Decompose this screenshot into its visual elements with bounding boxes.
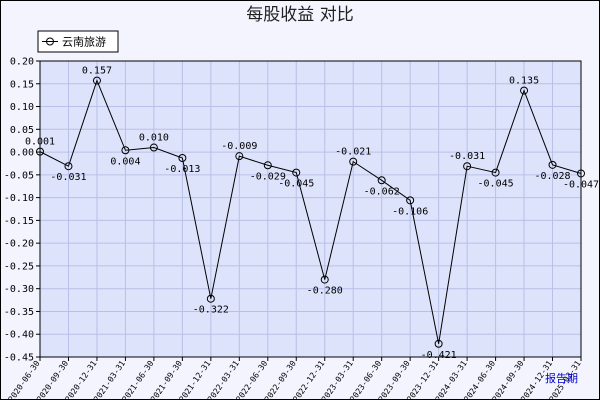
- data-point: [92, 76, 101, 85]
- data-label: -0.031: [50, 172, 86, 183]
- y-tick-label: -0.45: [4, 353, 34, 364]
- plot-border: [39, 60, 582, 358]
- data-label: -0.028: [534, 171, 570, 182]
- y-tick-label: -0.15: [4, 216, 34, 227]
- data-point: [377, 176, 386, 185]
- data-label: -0.106: [392, 206, 428, 217]
- y-tick-label: 0.20: [10, 57, 34, 68]
- y-tick-label: -0.05: [4, 170, 34, 181]
- data-label: -0.013: [164, 164, 200, 175]
- data-point: [121, 146, 130, 155]
- data-point: [548, 160, 557, 169]
- y-tick-label: 0.05: [10, 125, 34, 136]
- y-tick-label: -0.35: [4, 307, 34, 318]
- y-tick-label: -0.25: [4, 261, 34, 272]
- data-point: [349, 157, 358, 166]
- y-axis: 0.20 0.15 0.10 0.05 0.00 -0.05 -0.10 -0.15 -0.20…: [4, 57, 582, 364]
- data-point: [178, 153, 187, 162]
- data-point: [263, 161, 272, 170]
- data-point: [235, 152, 244, 161]
- data-label: -0.021: [335, 147, 371, 158]
- data-label: -0.280: [307, 286, 343, 297]
- data-point: [36, 147, 44, 156]
- y-tick-label: 0.00: [10, 148, 34, 159]
- data-label: 0.004: [110, 156, 140, 167]
- y-tick-label: -0.30: [4, 284, 34, 295]
- y-tick-label: 0.15: [10, 79, 34, 90]
- chart-title: 每股收益 对比: [246, 5, 353, 25]
- data-label: -0.031: [449, 151, 485, 162]
- data-label: 0.001: [25, 137, 55, 148]
- data-label: 0.157: [82, 66, 112, 77]
- data-point: [406, 196, 415, 205]
- legend-box: [37, 30, 119, 53]
- y-tick-label: 0.10: [10, 102, 34, 113]
- y-tick-label: -0.40: [4, 330, 34, 341]
- y-tick-label: -0.10: [4, 193, 34, 204]
- data-point: [292, 168, 301, 177]
- data-label: -0.029: [250, 171, 286, 182]
- x-tick-label: 2020-06-30: [7, 359, 42, 400]
- data-point: [463, 162, 472, 171]
- legend: 云南旅游: [37, 30, 119, 53]
- data-label: 0.135: [509, 76, 539, 87]
- data-label: -0.421: [421, 350, 457, 361]
- data-point: [320, 275, 329, 284]
- data-point: [491, 168, 500, 177]
- x-axis: 2020-06-302020-09-302020-12-312021-03-31…: [7, 357, 583, 400]
- plot-area: [40, 61, 581, 357]
- legend-label: 云南旅游: [62, 35, 106, 49]
- legend-circle-marker: [46, 37, 54, 46]
- data-label: -0.047: [563, 179, 599, 190]
- data-point: [206, 294, 215, 303]
- data-label: -0.045: [478, 179, 514, 190]
- series-line: [39, 79, 582, 344]
- data-point: [434, 339, 443, 348]
- y-tick-label: -0.20: [4, 239, 34, 250]
- data-label: -0.009: [221, 141, 257, 152]
- data-label: -0.045: [278, 179, 314, 190]
- data-point: [149, 143, 158, 152]
- data-label: -0.322: [193, 305, 229, 316]
- data-point: [64, 162, 73, 171]
- data-label: -0.062: [364, 186, 400, 197]
- data-point: [577, 169, 585, 178]
- data-point: [520, 86, 529, 95]
- series-layer: 0.001 -0.031 0.157 0.004 0.010 -0.013 -0.322 -0…: [25, 66, 599, 361]
- data-label: 0.010: [139, 133, 169, 144]
- report-period-label: 报告期: [545, 371, 578, 385]
